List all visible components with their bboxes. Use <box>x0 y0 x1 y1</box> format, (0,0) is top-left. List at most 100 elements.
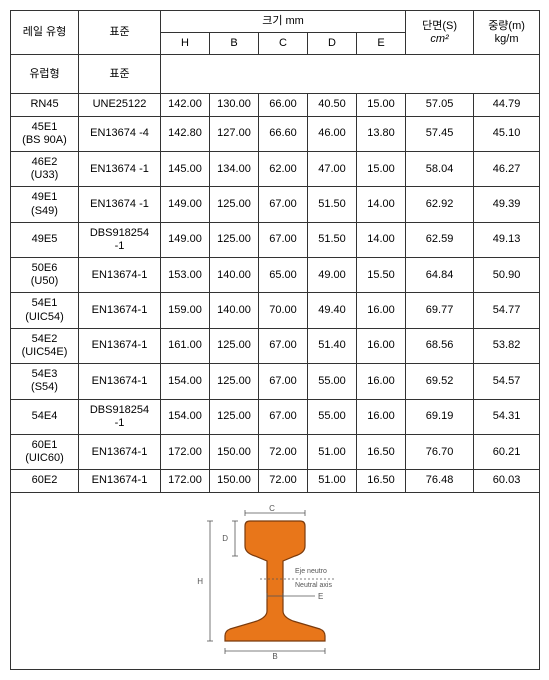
cell-E: 16.00 <box>357 293 406 328</box>
cell-S: 57.05 <box>406 94 474 116</box>
cell-C: 67.00 <box>259 364 308 399</box>
cell-D: 55.00 <box>308 399 357 434</box>
cell-S: 57.45 <box>406 116 474 151</box>
cell-E: 16.00 <box>357 399 406 434</box>
cell-W: 54.31 <box>474 399 540 434</box>
cell-H: 142.00 <box>161 94 210 116</box>
hdr-E: E <box>357 33 406 55</box>
cell-W: 54.57 <box>474 364 540 399</box>
cell-E: 15.50 <box>357 258 406 293</box>
svg-text:H: H <box>197 577 203 586</box>
cell-C: 62.00 <box>259 151 308 186</box>
cell-E: 16.00 <box>357 328 406 363</box>
cell-rail-type: 54E1(UIC54) <box>11 293 79 328</box>
table-row: 54E1(UIC54)EN13674-1159.00140.0070.0049.… <box>11 293 540 328</box>
table-row: 54E4DBS918254-1154.00125.0067.0055.0016.… <box>11 399 540 434</box>
cell-H: 149.00 <box>161 222 210 257</box>
cell-standard: EN13674-1 <box>79 258 161 293</box>
cell-C: 72.00 <box>259 434 308 469</box>
cell-D: 51.40 <box>308 328 357 363</box>
cell-S: 62.92 <box>406 187 474 222</box>
cell-rail-type: 60E1(UIC60) <box>11 434 79 469</box>
cell-rail-type: 54E4 <box>11 399 79 434</box>
cell-S: 68.56 <box>406 328 474 363</box>
cell-C: 70.00 <box>259 293 308 328</box>
cell-E: 14.00 <box>357 187 406 222</box>
cell-W: 45.10 <box>474 116 540 151</box>
cell-standard: DBS918254-1 <box>79 222 161 257</box>
diagram-cell: CDHEEje neutroNeutral axisB <box>11 492 540 669</box>
cell-D: 51.50 <box>308 222 357 257</box>
cell-D: 40.50 <box>308 94 357 116</box>
cell-H: 161.00 <box>161 328 210 363</box>
cell-E: 16.00 <box>357 364 406 399</box>
cell-C: 67.00 <box>259 328 308 363</box>
cell-W: 53.82 <box>474 328 540 363</box>
cell-B: 127.00 <box>210 116 259 151</box>
cell-standard: EN13674 -4 <box>79 116 161 151</box>
cell-C: 66.60 <box>259 116 308 151</box>
cell-standard: EN13674-1 <box>79 364 161 399</box>
cell-B: 140.00 <box>210 258 259 293</box>
cell-rail-type: RN45 <box>11 94 79 116</box>
hdr-C: C <box>259 33 308 55</box>
cell-S: 64.84 <box>406 258 474 293</box>
svg-text:E: E <box>318 592 323 601</box>
hdr-H: H <box>161 33 210 55</box>
cell-H: 145.00 <box>161 151 210 186</box>
hdr-B: B <box>210 33 259 55</box>
cat-standard: 표준 <box>79 55 161 94</box>
cell-H: 172.00 <box>161 434 210 469</box>
cell-rail-type: 54E3(S54) <box>11 364 79 399</box>
hdr-wt-label: 중량(m) <box>488 20 525 32</box>
cell-W: 49.39 <box>474 187 540 222</box>
cell-S: 58.04 <box>406 151 474 186</box>
cell-E: 14.00 <box>357 222 406 257</box>
cell-C: 66.00 <box>259 94 308 116</box>
cell-standard: DBS918254-1 <box>79 399 161 434</box>
cat-empty <box>161 55 540 94</box>
table-row: 45E1(BS 90A)EN13674 -4142.80127.0066.604… <box>11 116 540 151</box>
cell-C: 67.00 <box>259 187 308 222</box>
cell-rail-type: 50E6(U50) <box>11 258 79 293</box>
cell-B: 134.00 <box>210 151 259 186</box>
cell-S: 76.70 <box>406 434 474 469</box>
cell-D: 46.00 <box>308 116 357 151</box>
cell-B: 150.00 <box>210 470 259 492</box>
cell-standard: EN13674-1 <box>79 470 161 492</box>
cell-standard: EN13674-1 <box>79 328 161 363</box>
table-row: RN45UNE25122142.00130.0066.0040.5015.005… <box>11 94 540 116</box>
cell-C: 72.00 <box>259 470 308 492</box>
hdr-cs-label: 단면(S) <box>422 20 457 32</box>
cell-B: 125.00 <box>210 222 259 257</box>
table-row: 54E2(UIC54E)EN13674-1161.00125.0067.0051… <box>11 328 540 363</box>
cell-W: 46.27 <box>474 151 540 186</box>
cell-D: 51.00 <box>308 434 357 469</box>
cell-S: 76.48 <box>406 470 474 492</box>
cell-C: 67.00 <box>259 399 308 434</box>
cell-standard: EN13674-1 <box>79 434 161 469</box>
table-row: 46E2(U33)EN13674 -1145.00134.0062.0047.0… <box>11 151 540 186</box>
cell-rail-type: 46E2(U33) <box>11 151 79 186</box>
cell-H: 154.00 <box>161 399 210 434</box>
cat-rail-type: 유럽형 <box>11 55 79 94</box>
cell-B: 125.00 <box>210 328 259 363</box>
cell-B: 125.00 <box>210 399 259 434</box>
cell-W: 49.13 <box>474 222 540 257</box>
table-row: 49E1(S49)EN13674 -1149.00125.0067.0051.5… <box>11 187 540 222</box>
cell-rail-type: 45E1(BS 90A) <box>11 116 79 151</box>
hdr-cs-unit: cm² <box>430 33 448 45</box>
table-row: 49E5DBS918254-1149.00125.0067.0051.5014.… <box>11 222 540 257</box>
cell-C: 65.00 <box>259 258 308 293</box>
svg-text:Neutral axis: Neutral axis <box>295 582 332 589</box>
cell-W: 44.79 <box>474 94 540 116</box>
cell-S: 69.77 <box>406 293 474 328</box>
cell-E: 16.50 <box>357 434 406 469</box>
cell-S: 69.19 <box>406 399 474 434</box>
cell-D: 49.00 <box>308 258 357 293</box>
cell-W: 54.77 <box>474 293 540 328</box>
rail-spec-table: 레일 유형 표준 크기 mm 단면(S) cm² 중량(m) kg/m H B … <box>10 10 540 670</box>
hdr-D: D <box>308 33 357 55</box>
cell-H: 142.80 <box>161 116 210 151</box>
cell-E: 15.00 <box>357 151 406 186</box>
